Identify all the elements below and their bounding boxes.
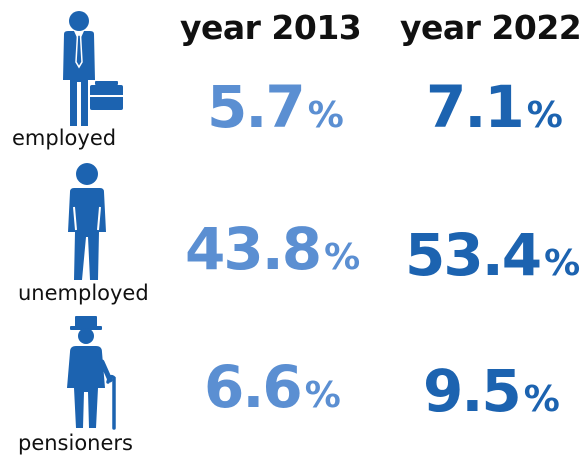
unemployed-2013-value: 43.8% (185, 215, 361, 283)
businessman-icon (63, 11, 123, 126)
row-label-pensioners: pensioners (18, 431, 133, 455)
row-label-employed: employed (12, 126, 117, 150)
elderly-person-icon (67, 316, 116, 430)
column-header-2022: year 2022 (400, 8, 582, 47)
employed-2022-value: 7.1% (426, 73, 563, 141)
employed-2013-value: 5.7% (207, 73, 344, 141)
column-header-2013: year 2013 (180, 8, 362, 47)
pensioners-2013-value: 6.6% (204, 353, 341, 421)
unemployed-2022-value: 53.4% (405, 221, 581, 289)
row-label-unemployed: unemployed (18, 281, 149, 305)
pensioners-2022-value: 9.5% (423, 357, 560, 425)
unemployed-person-icon (68, 163, 106, 280)
